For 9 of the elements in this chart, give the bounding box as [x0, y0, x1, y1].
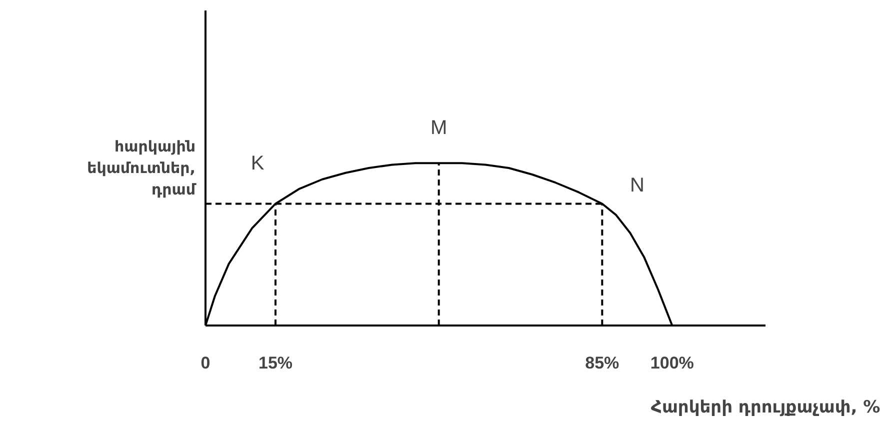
x-tick-label: 15% — [258, 354, 293, 372]
x-tick-label: 85% — [585, 354, 620, 372]
annotation: M — [430, 117, 448, 140]
annotation: K — [250, 152, 265, 175]
x-tick-label: 0 — [200, 354, 210, 372]
y-axis-title: հարկային եկամուտներ, դրամ — [87, 137, 197, 199]
x-axis-title: Հարկերի դրույքաչափ, % — [650, 398, 880, 418]
annotation: N — [630, 174, 644, 197]
x-tick-label: 100% — [650, 354, 694, 372]
